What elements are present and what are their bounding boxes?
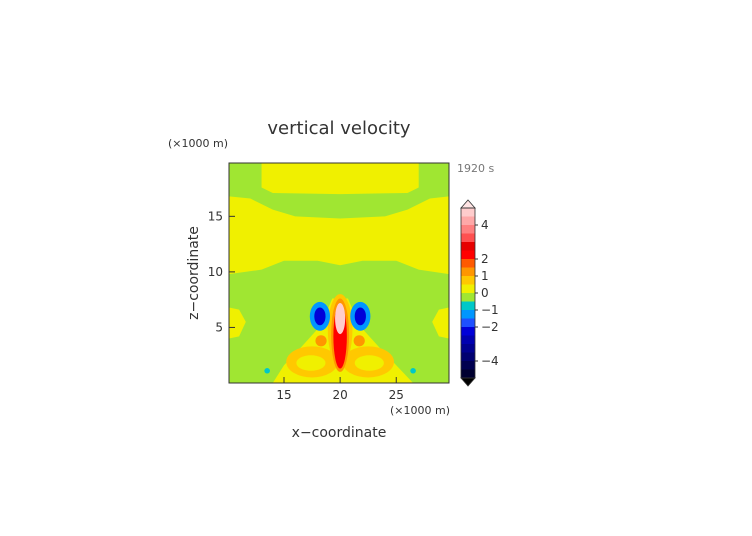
x-tick-label: 20	[332, 388, 347, 402]
contour-region	[354, 307, 366, 326]
colorbar-tick-label: 0	[481, 286, 489, 300]
contour-region	[315, 335, 327, 347]
colorbar-tick-label: −4	[481, 354, 499, 368]
colorbar-segment	[461, 233, 475, 242]
contour-region	[229, 196, 449, 275]
colorbar-segment	[461, 369, 475, 378]
colorbar-tick-label: −2	[481, 320, 499, 334]
colorbar-segment	[461, 352, 475, 361]
y-axis-label: z−coordinate	[186, 226, 202, 320]
colorbar-segment	[461, 225, 475, 234]
colorbar-tick-label: 2	[481, 252, 489, 266]
contour-region	[261, 163, 419, 195]
x-axis-label: x−coordinate	[292, 425, 387, 441]
contour-region	[296, 355, 326, 371]
colorbar-under	[460, 377, 476, 387]
colorbar-tick-label: 1	[481, 269, 489, 283]
contour-region	[314, 307, 326, 326]
chart-title: vertical velocity	[267, 118, 411, 139]
colorbar-segment	[461, 284, 475, 293]
colorbar-over	[460, 199, 476, 209]
y-tick-label: 15	[208, 209, 223, 223]
colorbar-segment	[461, 259, 475, 268]
x-unit: (×1000 m)	[390, 404, 450, 417]
colorbar-segment	[461, 335, 475, 344]
plot-area	[229, 163, 449, 383]
colorbar-segment	[461, 310, 475, 319]
colorbar-segment	[461, 242, 475, 251]
contour-region	[264, 368, 270, 374]
colorbar-segment	[461, 344, 475, 353]
colorbar-tick-label: −1	[481, 303, 499, 317]
x-tick-label: 15	[276, 388, 291, 402]
colorbar-segment	[461, 327, 475, 336]
colorbar-segment	[461, 276, 475, 285]
y-tick-label: 5	[215, 320, 223, 334]
colorbar-segment	[461, 301, 475, 310]
colorbar-segment	[461, 208, 475, 217]
plot-frame	[228, 162, 450, 384]
colorbar-segment	[461, 293, 475, 302]
contour-region	[353, 335, 365, 347]
contour-region	[354, 355, 384, 371]
colorbar-segment	[461, 318, 475, 327]
colorbar-segment	[461, 361, 475, 370]
colorbar-tick-label: 4	[481, 218, 489, 232]
contour-region	[335, 303, 346, 335]
y-unit: (×1000 m)	[168, 137, 228, 150]
colorbar-segment	[461, 216, 475, 225]
colorbar-segment	[461, 267, 475, 276]
x-tick-label: 25	[389, 388, 404, 402]
y-tick-label: 10	[208, 265, 223, 279]
colorbar-segment	[461, 250, 475, 259]
contour-region	[410, 368, 416, 374]
contour-region	[229, 307, 246, 339]
time-label: 1920 s	[457, 162, 494, 175]
contour-region	[432, 307, 449, 339]
